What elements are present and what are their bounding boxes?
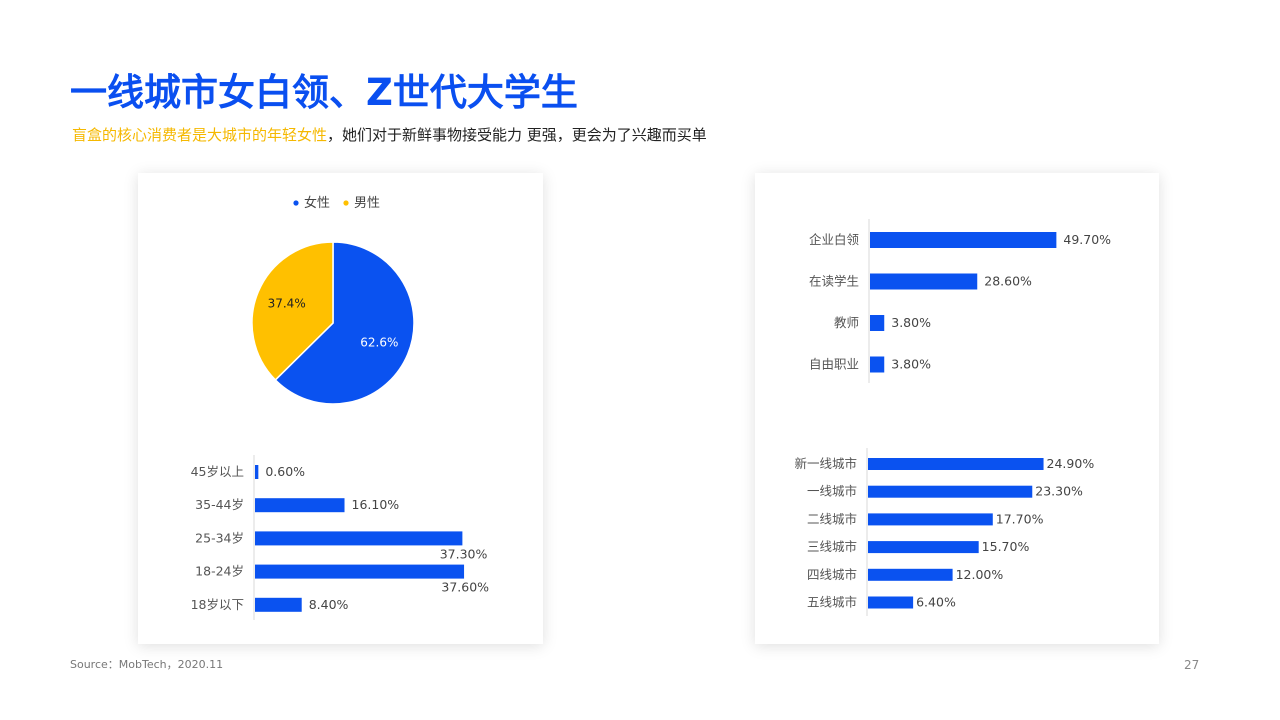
category-label: 一线城市 bbox=[807, 484, 857, 499]
right-chart-card bbox=[755, 173, 1159, 644]
bar bbox=[870, 273, 978, 290]
bar bbox=[870, 232, 1057, 248]
data-label: 37.30% bbox=[440, 546, 488, 561]
category-label: 新一线城市 bbox=[794, 456, 857, 471]
category-label: 35-44岁 bbox=[195, 497, 244, 512]
category-label: 45岁以上 bbox=[191, 464, 244, 479]
bar bbox=[255, 564, 465, 579]
pie-data-label: 37.4% bbox=[268, 297, 306, 311]
data-label: 15.70% bbox=[982, 539, 1030, 554]
bar bbox=[255, 465, 259, 479]
bar bbox=[868, 458, 1044, 470]
category-label: 18-24岁 bbox=[195, 564, 244, 579]
category-label: 18岁以下 bbox=[191, 597, 244, 612]
category-label: 企业白领 bbox=[809, 232, 860, 247]
pie-data-label: 62.6% bbox=[360, 335, 398, 349]
bar bbox=[868, 568, 953, 581]
category-label: 三线城市 bbox=[807, 539, 857, 554]
bar bbox=[255, 597, 302, 612]
category-label: 四线城市 bbox=[807, 567, 857, 582]
data-label: 16.10% bbox=[352, 497, 400, 512]
bar bbox=[255, 498, 345, 513]
data-label: 37.60% bbox=[441, 580, 489, 595]
bar bbox=[868, 485, 1033, 498]
bar bbox=[868, 596, 914, 609]
bar bbox=[870, 356, 885, 373]
category-label: 二线城市 bbox=[807, 511, 857, 526]
subtitle-highlight: 盲盒的核心消费者是大城市的年轻女性 bbox=[72, 126, 328, 144]
bar bbox=[870, 315, 885, 331]
source-note: Source：MobTech，2020.11 bbox=[70, 658, 224, 671]
bar bbox=[868, 541, 979, 554]
data-label: 3.80% bbox=[891, 357, 931, 372]
page-title: 一线城市女白领、Z世代大学生 bbox=[70, 71, 578, 114]
category-label: 五线城市 bbox=[807, 595, 857, 610]
data-label: 6.40% bbox=[916, 595, 956, 610]
data-label: 3.80% bbox=[891, 315, 931, 330]
bar bbox=[868, 513, 993, 526]
category-label: 25-34岁 bbox=[195, 530, 244, 545]
data-label: 17.70% bbox=[996, 511, 1044, 526]
category-label: 教师 bbox=[834, 315, 859, 330]
page-subtitle: 盲盒的核心消费者是大城市的年轻女性，她们对于新鲜事物接受能力 更强，更会为了兴趣… bbox=[72, 124, 707, 145]
legend-label: 女性 bbox=[304, 195, 330, 211]
data-label: 49.70% bbox=[1063, 232, 1111, 247]
legend-marker bbox=[343, 200, 349, 206]
data-label: 0.60% bbox=[265, 464, 305, 479]
category-label: 自由职业 bbox=[809, 357, 859, 372]
data-label: 8.40% bbox=[309, 597, 349, 612]
data-label: 28.60% bbox=[984, 274, 1032, 289]
page-number: 27 bbox=[1184, 658, 1200, 672]
data-label: 24.90% bbox=[1047, 456, 1095, 471]
data-label: 12.00% bbox=[956, 567, 1004, 582]
pie-slice-0 bbox=[274, 241, 415, 405]
bar bbox=[255, 531, 463, 546]
legend-marker bbox=[293, 200, 299, 206]
data-label: 23.30% bbox=[1035, 484, 1083, 499]
category-label: 在读学生 bbox=[809, 274, 859, 289]
pie-slice-1 bbox=[251, 241, 334, 381]
subtitle-rest: ，她们对于新鲜事物接受能力 更强，更会为了兴趣而买单 bbox=[327, 126, 707, 144]
legend-label: 男性 bbox=[354, 196, 380, 211]
